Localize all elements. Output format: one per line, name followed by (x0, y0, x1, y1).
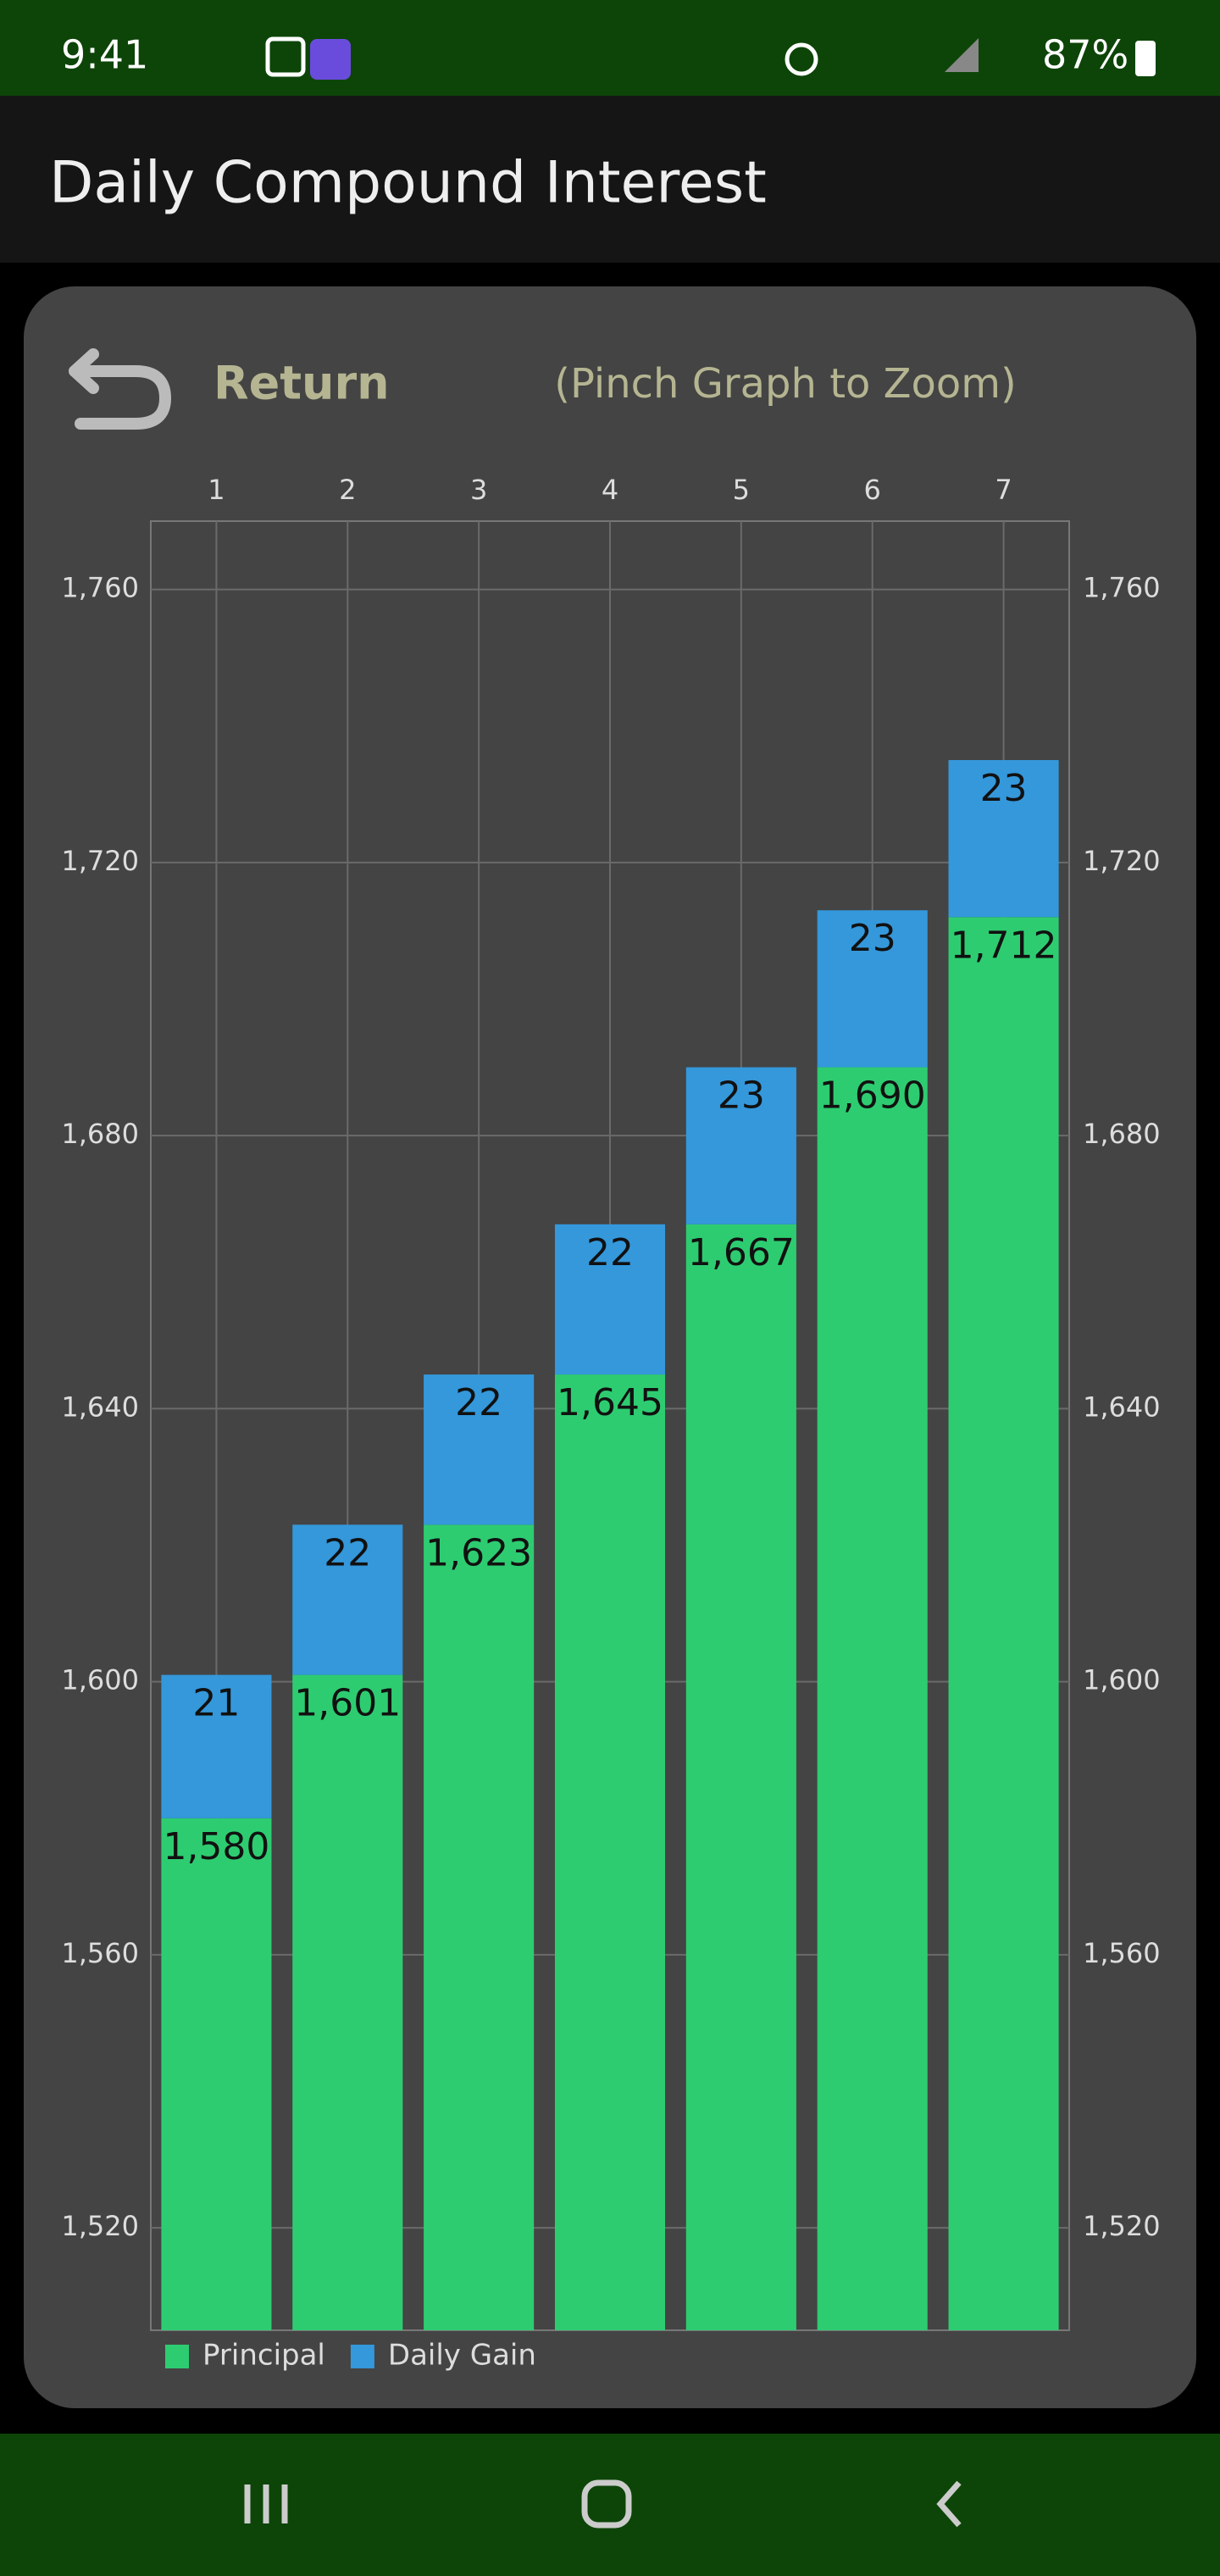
legend-swatch (350, 2345, 374, 2368)
bar-segment (948, 759, 1059, 918)
y-tick-label: 1,680 (61, 1118, 139, 1150)
return-label[interactable]: Return (214, 357, 390, 410)
legend-label: Daily Gain (388, 2339, 536, 2373)
bar-segment (161, 1674, 272, 1818)
data-label: 1,645 (557, 1381, 663, 1424)
bar-segment (424, 1374, 535, 1525)
y-tick-label: 1,760 (61, 572, 139, 604)
status-bar (0, 0, 1220, 96)
y-tick-label: 1,640 (61, 1391, 139, 1423)
data-label: 1,623 (425, 1531, 532, 1574)
bar-segment (817, 1067, 928, 2330)
bar-segment (161, 1818, 272, 2330)
bar-segment (292, 1674, 403, 2330)
bar-segment (292, 1524, 403, 1675)
data-label: 22 (455, 1381, 502, 1424)
data-label: 1,667 (688, 1231, 795, 1274)
return-icon[interactable] (69, 348, 171, 430)
data-label: 1,712 (951, 924, 1057, 967)
x-tick-label: 2 (339, 474, 356, 506)
app-icon (310, 39, 351, 80)
data-label: 22 (324, 1531, 371, 1574)
nav-bar (0, 2434, 1220, 2576)
data-label: 21 (192, 1682, 240, 1725)
data-label: 1,690 (819, 1074, 926, 1118)
data-label: 1,601 (294, 1682, 401, 1725)
bar-segment (817, 910, 928, 1068)
data-label: 23 (980, 767, 1028, 810)
y2-tick-label: 1,720 (1083, 845, 1161, 877)
clock: 9:41 (61, 32, 148, 78)
recent-apps-button[interactable] (244, 2484, 288, 2523)
signal-icon (945, 38, 979, 72)
y2-tick-label: 1,680 (1083, 1118, 1161, 1150)
y-tick-label: 1,720 (61, 845, 139, 877)
y-tick-label: 1,600 (61, 1664, 139, 1696)
home-button[interactable] (581, 2479, 632, 2529)
app-bar (0, 96, 1220, 263)
legend-label: Principal (202, 2339, 325, 2373)
bar-segment (685, 1067, 796, 1224)
y2-tick-label: 1,520 (1083, 2210, 1161, 2242)
bar-segment (685, 1224, 796, 2330)
data-label: 23 (849, 917, 896, 960)
battery-icon (1135, 41, 1156, 76)
chart: 1,520 1,520 1,560 1,560 1,600 1,600 1,640 1,640… (61, 474, 1160, 2373)
nav-buttons[interactable] (244, 2479, 962, 2529)
legend-swatch (165, 2345, 189, 2368)
y2-tick-label: 1,600 (1083, 1664, 1161, 1696)
x-tick-label: 5 (733, 474, 750, 506)
bar-segment (424, 1524, 535, 2330)
battery-level: 87% (1042, 32, 1128, 78)
x-tick-label: 7 (995, 474, 1012, 506)
x-tick-label: 1 (208, 474, 225, 506)
bar-segment (948, 917, 1059, 2330)
data-label: 1,580 (163, 1825, 269, 1868)
y2-tick-label: 1,640 (1083, 1391, 1161, 1423)
y-tick-label: 1,560 (61, 1937, 139, 1969)
data-label: 23 (718, 1074, 765, 1118)
y-tick-label: 1,520 (61, 2210, 139, 2242)
alarm-icon (785, 42, 818, 76)
bar-segment (554, 1224, 666, 1375)
zoom-hint: (Pinch Graph to Zoom) (554, 360, 1016, 408)
x-tick-label: 3 (470, 474, 487, 506)
app-title: Daily Compound Interest (49, 150, 767, 217)
back-button[interactable] (936, 2480, 962, 2528)
x-tick-label: 6 (864, 474, 881, 506)
y2-tick-label: 1,760 (1083, 572, 1161, 604)
data-label: 22 (586, 1231, 634, 1274)
bar-segment (554, 1374, 666, 2330)
return-button[interactable]: Return (69, 348, 390, 430)
y2-tick-label: 1,560 (1083, 1937, 1161, 1969)
gallery-icon (265, 36, 306, 77)
x-tick-label: 4 (602, 474, 618, 506)
